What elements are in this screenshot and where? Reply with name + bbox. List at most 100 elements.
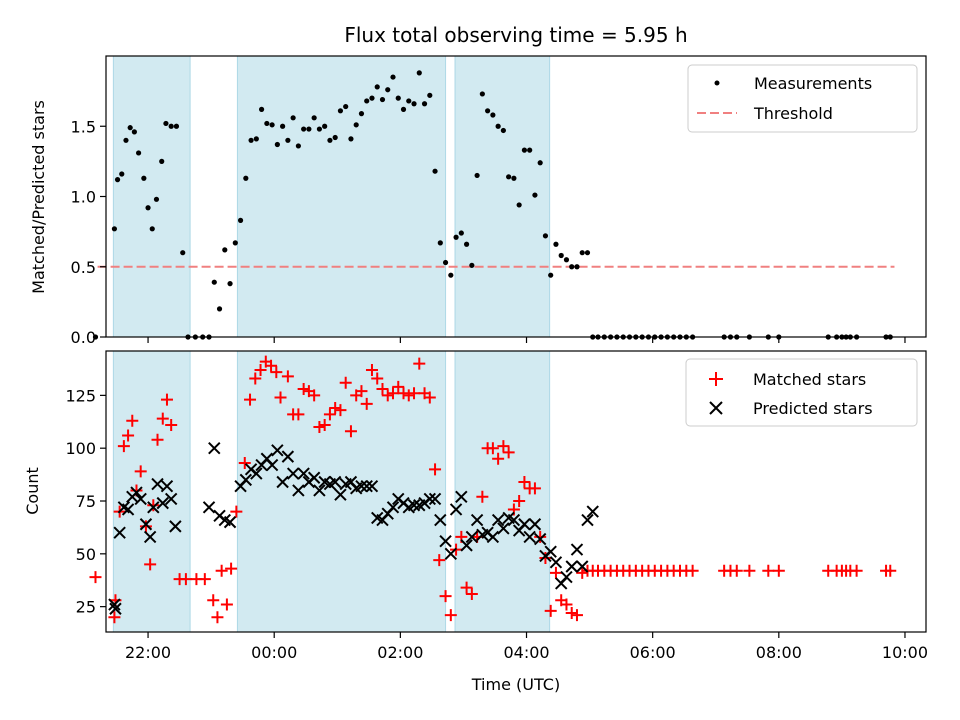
observing-interval-3 (454, 350, 551, 633)
predicted-star-point (108, 598, 121, 611)
measurement-point (306, 126, 312, 132)
matched-star-point (570, 609, 583, 622)
predicted-star-point (169, 520, 182, 533)
ratio-legend-box (687, 64, 918, 133)
matched-star-point (160, 393, 173, 406)
predicted-star-point (407, 499, 421, 512)
matched-star-point (544, 604, 557, 617)
matched-star-point (392, 380, 405, 393)
count-panel-frame (105, 350, 927, 633)
matched-star-point (156, 412, 169, 425)
predicted-star-point (334, 488, 347, 501)
measurement-point (114, 177, 121, 183)
predicted-star-point (449, 503, 463, 516)
measurement-point (168, 123, 174, 129)
count-y-axis: 25 50 75 100 125 (65, 386, 106, 617)
measurement-point (253, 136, 259, 142)
measurement-point (258, 106, 265, 112)
y-tick-label: 125 (65, 386, 96, 405)
y-tick-label: 100 (65, 439, 96, 458)
predicted-star-point (355, 480, 368, 493)
matched-star-point (122, 429, 135, 442)
matched-star-point (762, 564, 775, 577)
measurement-point (516, 202, 522, 208)
measurement-point (119, 171, 125, 177)
matched-star-point (402, 389, 415, 402)
matched-star-point (381, 389, 394, 402)
measurement-point (427, 92, 433, 98)
matched-star-point (772, 564, 785, 577)
measurement-point (269, 122, 275, 128)
matched-star-point (476, 490, 489, 503)
matched-star-point (292, 408, 305, 421)
measurement-point (353, 122, 359, 128)
measurement-point (474, 172, 480, 179)
measurement-point (369, 95, 375, 101)
matched-star-point (126, 414, 139, 427)
measurement-point (327, 137, 333, 143)
ratio-y-axis: 0.0 0.5 1.0 1.5 (71, 117, 106, 347)
measurement-point (416, 70, 422, 76)
measurement-point (322, 123, 328, 129)
predicted-star-point (271, 444, 284, 457)
matched-star-point (329, 402, 342, 415)
x-tick-label: 02:00 (377, 643, 423, 662)
matched-star-point (134, 465, 147, 478)
matched-star-point (413, 357, 426, 370)
matched-star-point (576, 566, 589, 579)
measurement-point (574, 264, 580, 270)
matched-star-point (465, 587, 478, 600)
measurement-point (343, 103, 349, 110)
measurement-point (521, 147, 528, 153)
measurement-point (248, 137, 254, 143)
predicted-star-point (223, 515, 237, 529)
predicted-star-point (292, 484, 305, 497)
matched-star-point (265, 359, 278, 372)
matched-star-point (117, 440, 130, 453)
predicted-star-point (497, 522, 510, 535)
predicted-star-point (544, 545, 557, 558)
x-tick-label: 10:00 (882, 643, 928, 662)
measurement-point (180, 250, 186, 256)
matched-star-point (730, 564, 743, 577)
legend-predicted-marker (709, 401, 723, 415)
matched-star-point (274, 391, 287, 404)
measurement-point (141, 175, 147, 181)
predicted-star-point (202, 501, 216, 514)
matched-star-point (743, 564, 756, 577)
measurement-point (437, 240, 443, 246)
count-panel: 25 50 75 100 125 22:00 00:00 02:00 04:00 06:00 08… (23, 350, 928, 694)
measurement-point (495, 123, 501, 129)
predicted-star-point (491, 513, 505, 527)
measurement-point (469, 262, 475, 268)
measurement-point (285, 137, 291, 143)
predicted-star-point (265, 458, 279, 472)
predicted-star-point (528, 518, 542, 531)
predicted-star-point (134, 492, 147, 506)
measurement-point (511, 175, 517, 181)
predicted-star-point (444, 547, 458, 561)
x-axis-label: Time (UTC) (471, 675, 560, 694)
legend-predicted-label: Predicted stars (753, 399, 873, 418)
matched-star-point (439, 590, 452, 603)
measurement-point (584, 250, 591, 256)
matched-star-point (355, 385, 368, 398)
predicted-star-point (160, 480, 174, 493)
ratio-y-axis-label: Matched/Predicted stars (29, 100, 48, 294)
measurement-point (222, 247, 228, 253)
y-tick-label: 1.0 (71, 188, 96, 207)
measurement-point (490, 112, 496, 118)
matched-star-point (211, 611, 224, 624)
predicted-star-point (113, 526, 126, 539)
predicted-star-point (307, 471, 321, 484)
matched-star-point (225, 562, 238, 575)
measurement-point (579, 250, 585, 256)
legend-matched-label: Matched stars (753, 370, 866, 389)
matched-star-point (89, 571, 102, 584)
measurement-point (395, 95, 401, 101)
predicted-star-point (434, 513, 447, 527)
matched-star-point (528, 482, 541, 495)
predicted-star-point (565, 560, 578, 573)
x-tick-label: 08:00 (756, 643, 802, 662)
